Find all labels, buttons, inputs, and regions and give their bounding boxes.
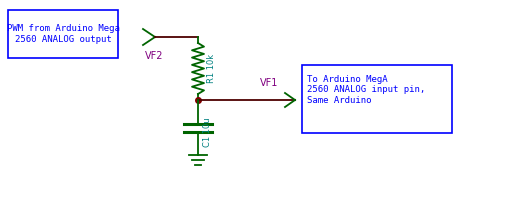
Text: PWM from Arduino Mega
2560 ANALOG output: PWM from Arduino Mega 2560 ANALOG output [6,24,120,44]
Bar [302,65,452,133]
Text: R1 10k: R1 10k [207,54,216,83]
Text: To Arduino MegA
2560 ANALOG input pin,
Same Arduino: To Arduino MegA 2560 ANALOG input pin, S… [307,75,425,105]
Bar [8,10,118,58]
Text: VF1: VF1 [260,78,278,88]
Text: VF2: VF2 [145,51,163,61]
Text: C1 10u: C1 10u [203,117,212,147]
